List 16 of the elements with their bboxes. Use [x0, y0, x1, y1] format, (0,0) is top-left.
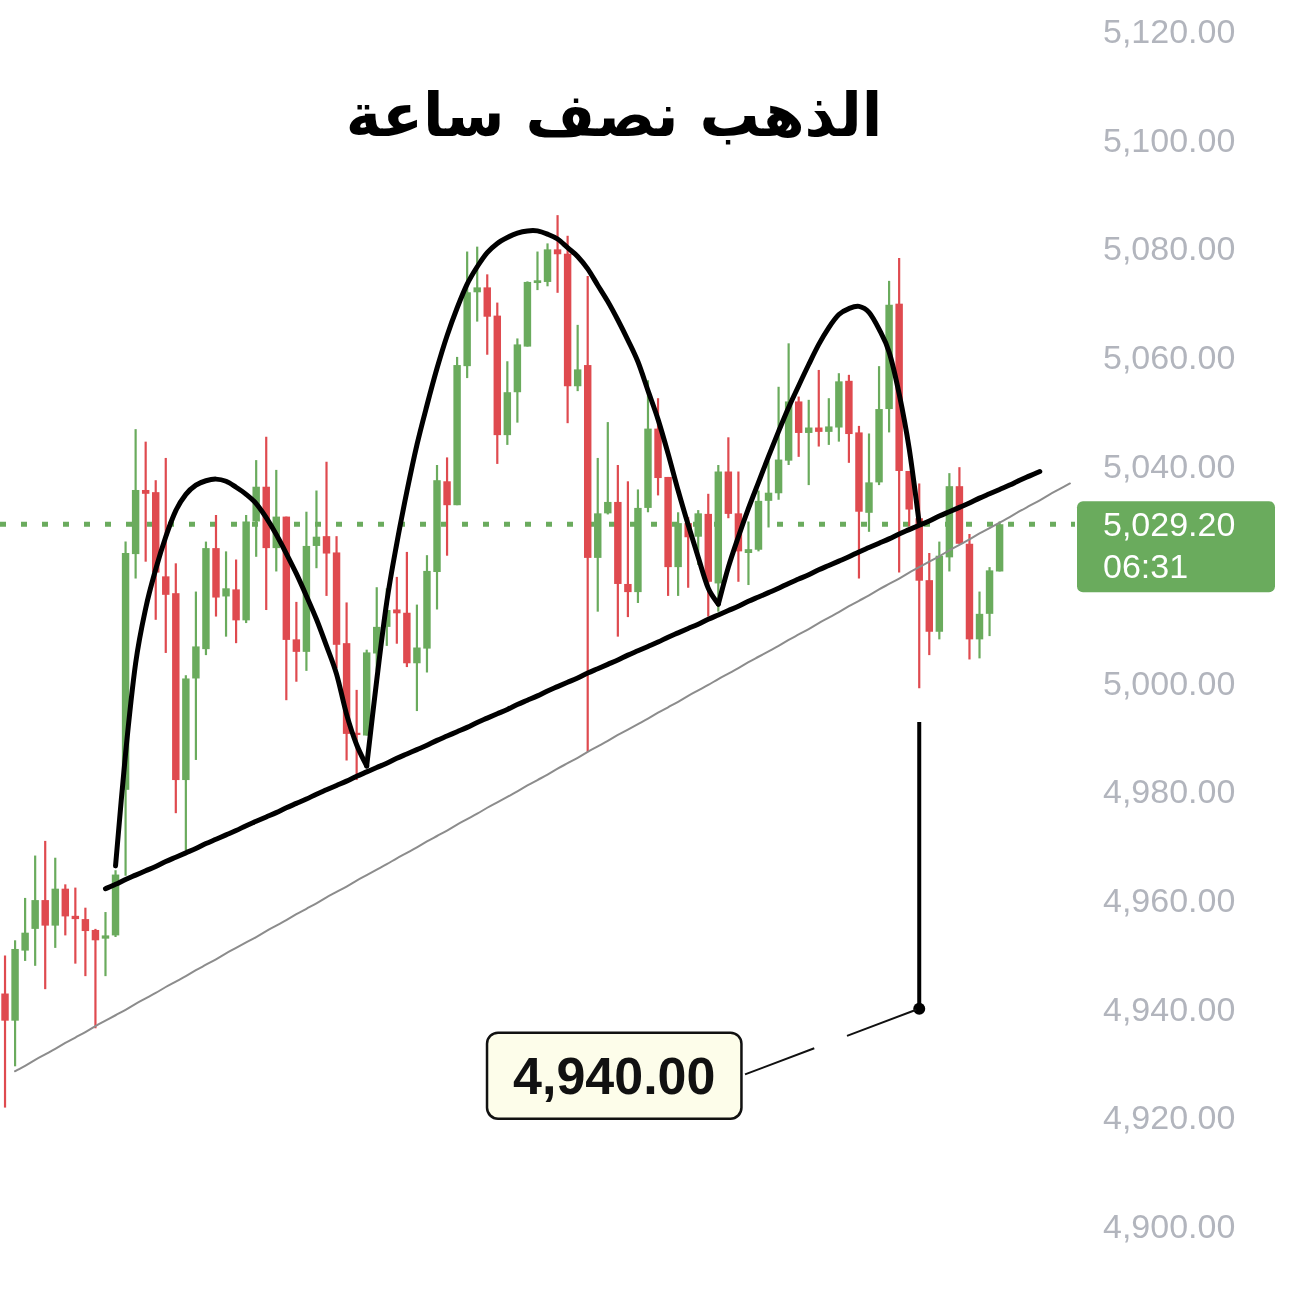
y-tick-label: 5,120.00: [1103, 12, 1236, 50]
y-tick-label: 4,900.00: [1103, 1207, 1236, 1245]
y-tick-label: 5,060.00: [1103, 337, 1236, 376]
y-tick-label: 5,040.00: [1103, 446, 1236, 485]
y-tick-label: 5,000.00: [1103, 663, 1236, 702]
y-tick-label: 4,940.00: [1103, 989, 1236, 1028]
annotation: 4,940.00: [513, 1046, 716, 1105]
annotation: 4,940.00: [485, 1008, 918, 1120]
y-tick-label: 4,980.00: [1103, 772, 1236, 811]
title: الذهب نصف ساعة: [345, 80, 883, 150]
y-tick-label: 4,920.00: [1103, 1098, 1236, 1137]
ref-line-label: 5,029.20 06:31: [1103, 505, 1236, 586]
y-tick-label: 4,960.00: [1103, 881, 1236, 920]
price-label: 5,029.20 06:31: [1077, 501, 1275, 593]
y-tick-label: 5,100.00: [1103, 120, 1236, 159]
y-tick-label: 5,080.00: [1103, 229, 1236, 268]
